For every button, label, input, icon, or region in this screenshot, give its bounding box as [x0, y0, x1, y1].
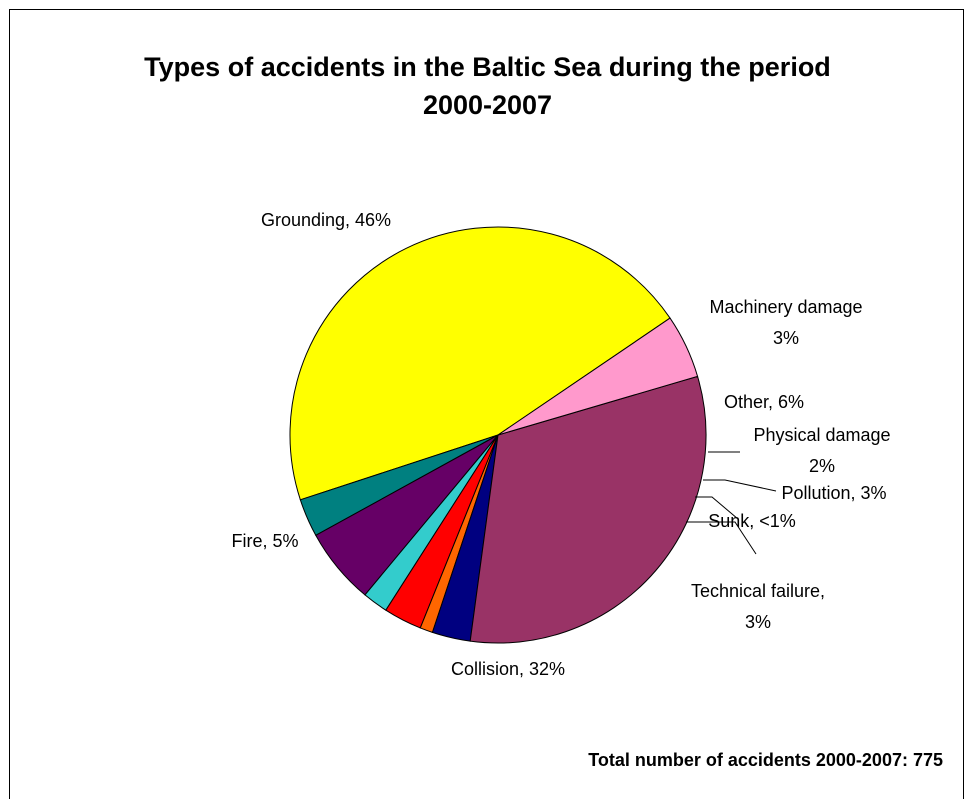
slice-label-line: Grounding, 46% [261, 210, 391, 230]
pie-slice-fire [497, 317, 699, 436]
leader-line-technical-failure [686, 521, 757, 555]
leader-line-sunk [695, 496, 739, 520]
chart-frame [9, 9, 964, 799]
slice-label-grounding: Grounding, 46% [261, 210, 391, 230]
slice-label-pollution: Pollution, 3% [781, 483, 886, 503]
slice-label-sunk: Sunk, <1% [708, 511, 796, 531]
slice-labels: Grounding, 46% Machinery damage 3% Other, 6… [231, 210, 890, 679]
total-accidents-note: Total number of accidents 2000-2007: 775 [588, 750, 943, 770]
slice-label-fire: Fire, 5% [231, 531, 298, 551]
pie-slice-collision [469, 375, 707, 644]
leader-line-pollution [703, 479, 777, 492]
leader-lines [686, 451, 777, 555]
slice-label-line: Pollution, 3% [781, 483, 886, 503]
slice-label-line: Physical damage [753, 425, 890, 445]
slice-label-physical-damage: Physical damage 2% [753, 425, 890, 476]
slice-label-line: Machinery damage [709, 297, 862, 317]
chart-title: Types of accidents in the Baltic Sea dur… [0, 48, 975, 124]
chart-title-line-2: 2000-2007 [422, 90, 553, 120]
slice-label-technical-failure: Technical failure, 3% [691, 581, 825, 632]
pie-slice-grounding [289, 226, 671, 501]
slice-label-line: 3% [773, 328, 799, 348]
slice-label-line: Technical failure, [691, 581, 825, 601]
pie-slices [289, 226, 707, 644]
slice-label-collision: Collision, 32% [451, 659, 565, 679]
slice-label-line: 2% [809, 456, 835, 476]
slice-label-line: Collision, 32% [451, 659, 565, 679]
slice-label-line: Other, 6% [724, 392, 804, 412]
slice-label-line: Fire, 5% [231, 531, 298, 551]
slice-label-line: Sunk, <1% [708, 511, 796, 531]
slice-label-line: 3% [745, 612, 771, 632]
slice-label-machinery-damage: Machinery damage 3% [709, 297, 862, 348]
slice-label-other: Other, 6% [724, 392, 804, 412]
chart-title-line-1: Types of accidents in the Baltic Sea dur… [144, 52, 831, 82]
